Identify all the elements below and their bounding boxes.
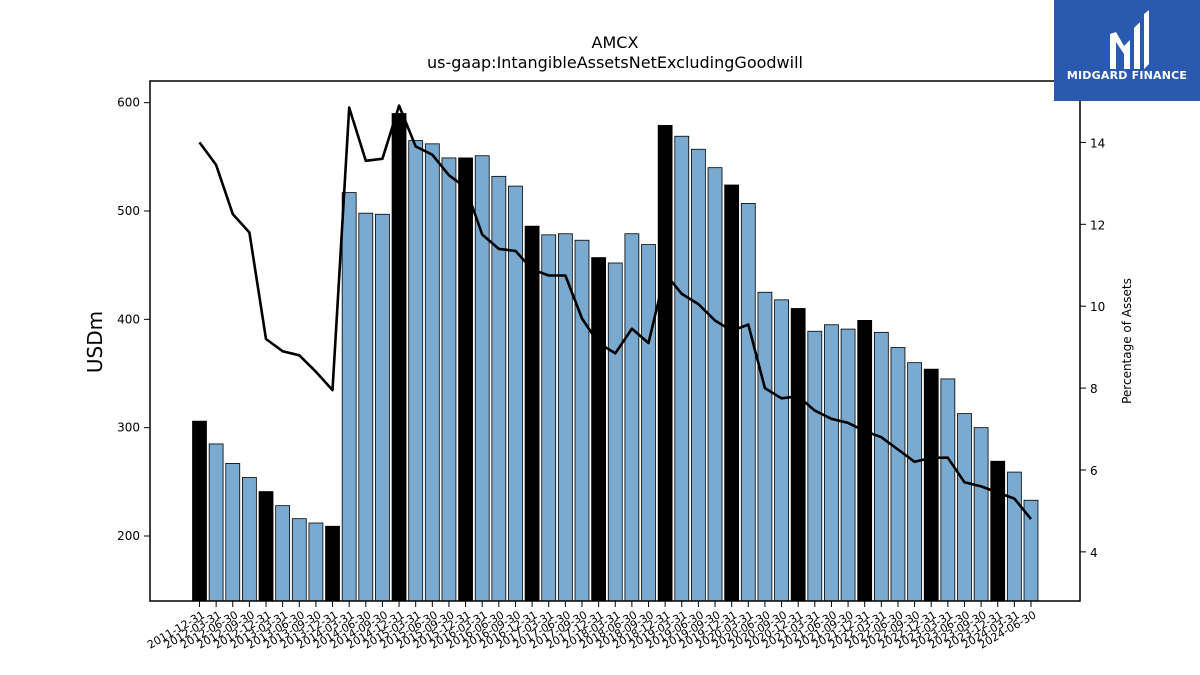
bar-2011-12-31	[192, 420, 207, 602]
bar-2018-06-30	[624, 233, 640, 602]
bar-2022-06-30	[890, 347, 906, 602]
bar-2024-06-30	[1023, 499, 1039, 602]
bar-2013-12-31	[325, 525, 340, 602]
bar-2018-12-31	[657, 125, 673, 602]
bar-2020-06-30	[757, 291, 773, 602]
bar-2023-09-30	[973, 427, 989, 602]
bar-2012-03-31	[208, 443, 224, 602]
y-tick-label: 400	[117, 312, 140, 326]
chart-subtitle: us-gaap:IntangibleAssetsNetExcludingGood…	[427, 53, 803, 72]
bar-2017-09-30	[574, 239, 590, 602]
bar-group	[192, 113, 1039, 602]
logo-mark-icon	[1110, 10, 1149, 69]
bar-2019-09-30	[707, 167, 723, 602]
bar-2016-06-30	[491, 175, 507, 602]
y2-tick-label: 6	[1090, 464, 1098, 478]
bar-2016-12-31	[524, 225, 540, 602]
bar-2023-06-30	[957, 413, 972, 602]
bar-2021-12-31	[857, 320, 873, 602]
chart-title: AMCX	[592, 33, 639, 52]
y2-tick-label: 8	[1090, 382, 1098, 396]
y-tick-label: 200	[117, 529, 140, 543]
y2-axis: 4 6 8 10 12 14	[1080, 136, 1105, 560]
bar-2020-03-31	[740, 203, 756, 602]
y-axis: 200 300 400 500 600	[117, 96, 150, 543]
bar-2017-12-31	[591, 257, 607, 602]
x-axis: 2011-12-312012-03-312012-06-302012-09-30…	[145, 601, 1039, 652]
y2-tick-label: 14	[1090, 136, 1105, 150]
bar-2013-09-30	[308, 522, 324, 602]
bar-2018-09-30	[641, 244, 656, 602]
bar-2022-03-31	[873, 331, 889, 602]
bar-2014-03-31	[341, 192, 357, 602]
y-tick-label: 300	[117, 421, 140, 435]
bar-2012-06-30	[225, 463, 241, 602]
bar-2023-03-31	[940, 378, 956, 602]
bar-2012-09-30	[242, 477, 257, 602]
bar-2015-12-31	[458, 157, 473, 602]
y2-tick-label: 12	[1090, 218, 1105, 232]
bar-2014-12-31	[391, 113, 407, 602]
y-tick-label: 600	[117, 96, 140, 110]
bar-2014-06-30	[358, 212, 374, 602]
y2-tick-label: 4	[1090, 546, 1098, 560]
bar-2013-06-30	[291, 518, 307, 602]
y-tick-label: 500	[117, 204, 140, 218]
bar-2020-12-31	[790, 308, 806, 602]
y-axis-label: USDm	[83, 311, 107, 373]
bar-2020-09-30	[774, 299, 789, 602]
bar-2024-03-31	[1006, 471, 1022, 602]
line-group	[198, 104, 1033, 520]
bar-2013-03-31	[275, 505, 291, 602]
bar-2021-09-30	[840, 328, 856, 602]
bar-2022-09-30	[907, 362, 922, 602]
bar-2012-12-31	[258, 491, 274, 602]
bar-2019-06-30	[691, 148, 706, 602]
y2-tick-label: 10	[1090, 300, 1105, 314]
bar-2018-03-31	[607, 262, 623, 602]
bar-2014-09-30	[375, 213, 390, 602]
bar-2021-03-31	[807, 330, 823, 602]
bar-2023-12-31	[990, 460, 1006, 602]
y2-axis-label: Percentage of Assets	[1120, 278, 1134, 404]
bar-2016-09-30	[508, 185, 523, 602]
bar-2015-03-31	[408, 140, 424, 602]
bar-2021-06-30	[824, 324, 839, 602]
brand-name: MIDGARD FINANCE	[1066, 69, 1188, 82]
brand-logo: MIDGARD FINANCE	[1054, 0, 1200, 101]
bar-2019-03-31	[674, 135, 690, 602]
bar-2015-06-30	[424, 143, 440, 602]
percentage-line	[198, 104, 1033, 520]
bar-2019-12-31	[724, 184, 740, 602]
bar-2017-03-31	[541, 234, 557, 602]
bar-2022-12-31	[923, 368, 939, 602]
bar-2015-09-30	[441, 157, 457, 602]
